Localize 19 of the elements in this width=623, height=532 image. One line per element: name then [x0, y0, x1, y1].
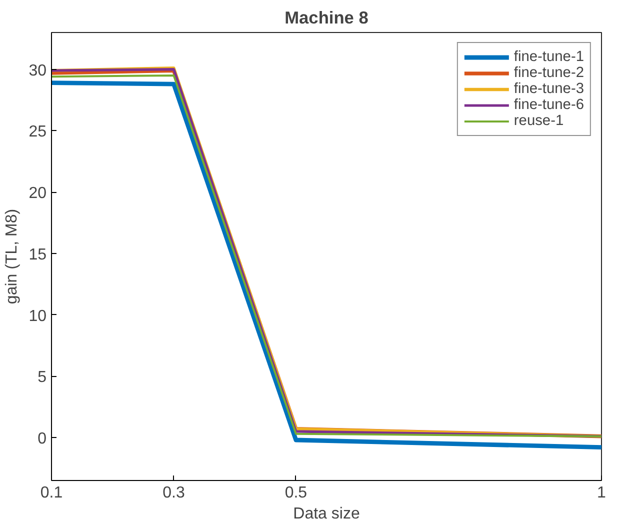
- legend-label: fine-tune-6: [514, 97, 584, 113]
- legend-label: fine-tune-1: [514, 49, 584, 65]
- y-tick-label: 5: [38, 369, 47, 386]
- y-tick-label: 10: [28, 308, 47, 325]
- x-tick-label: 0.1: [40, 484, 63, 502]
- x-tick-label: 0.5: [284, 484, 308, 502]
- legend-label: reuse-1: [514, 113, 564, 129]
- x-tick-label: 0.3: [162, 484, 185, 502]
- x-axis-title: Data size: [293, 506, 360, 522]
- y-axis-title: gain (TL, M8): [4, 208, 21, 304]
- y-tick-label: 0: [38, 430, 47, 448]
- y-tick-label: 25: [28, 124, 47, 141]
- legend-label: fine-tune-2: [514, 65, 584, 81]
- x-tick-label: 1: [597, 484, 606, 502]
- legend-label: fine-tune-3: [514, 81, 584, 97]
- y-tick-label: 20: [28, 185, 47, 202]
- chart-title: Machine 8: [284, 8, 369, 28]
- y-tick-label: 15: [28, 246, 47, 264]
- y-tick-label: 30: [28, 62, 47, 80]
